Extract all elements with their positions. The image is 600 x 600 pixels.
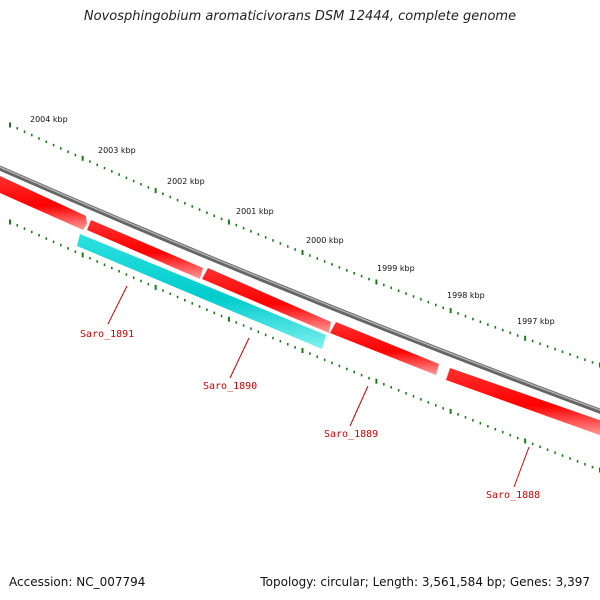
- gene-label-Saro_1889[interactable]: Saro_1889: [324, 429, 378, 440]
- gene-Saro_1889-tail-feature[interactable]: [330, 322, 439, 375]
- gene-Saro_1891-feature[interactable]: [0, 176, 87, 230]
- scale-label: 2001 kbp: [236, 207, 274, 216]
- gene-Saro_1889-feature[interactable]: [202, 268, 331, 333]
- gene-label-Saro_1888[interactable]: Saro_1888: [486, 490, 540, 501]
- gene-Saro_1890-feature[interactable]: [77, 234, 326, 349]
- scale-label: 2003 kbp: [98, 146, 136, 155]
- genome-backbone: [0, 165, 600, 414]
- genome-title: Novosphingobium aromaticivorans DSM 1244…: [83, 9, 517, 24]
- gene-Saro_1890-reverse-segment[interactable]: [87, 220, 203, 279]
- outer-scale-ticks: [9, 122, 600, 368]
- scale-label: 2000 kbp: [306, 236, 344, 245]
- scale-labels: 2004 kbp 2003 kbp 2002 kbp 2001 kbp 2000…: [30, 115, 555, 326]
- scale-label: 2004 kbp: [30, 115, 68, 124]
- scale-label: 1999 kbp: [377, 264, 415, 273]
- gene-label-Saro_1891[interactable]: Saro_1891: [80, 329, 134, 340]
- scale-label: 1998 kbp: [447, 291, 485, 300]
- gene-leader-lines: [107, 285, 530, 488]
- topology-text: Topology: circular; Length: 3,561,584 bp…: [260, 575, 590, 589]
- gene-Saro_1888-feature[interactable]: [446, 368, 600, 436]
- accession-text: Accession: NC_007794: [9, 575, 146, 589]
- inner-scale-ticks: [9, 219, 600, 473]
- gene-label-Saro_1890[interactable]: Saro_1890: [203, 381, 257, 392]
- scale-label: 1997 kbp: [517, 317, 555, 326]
- scale-label: 2002 kbp: [167, 177, 205, 186]
